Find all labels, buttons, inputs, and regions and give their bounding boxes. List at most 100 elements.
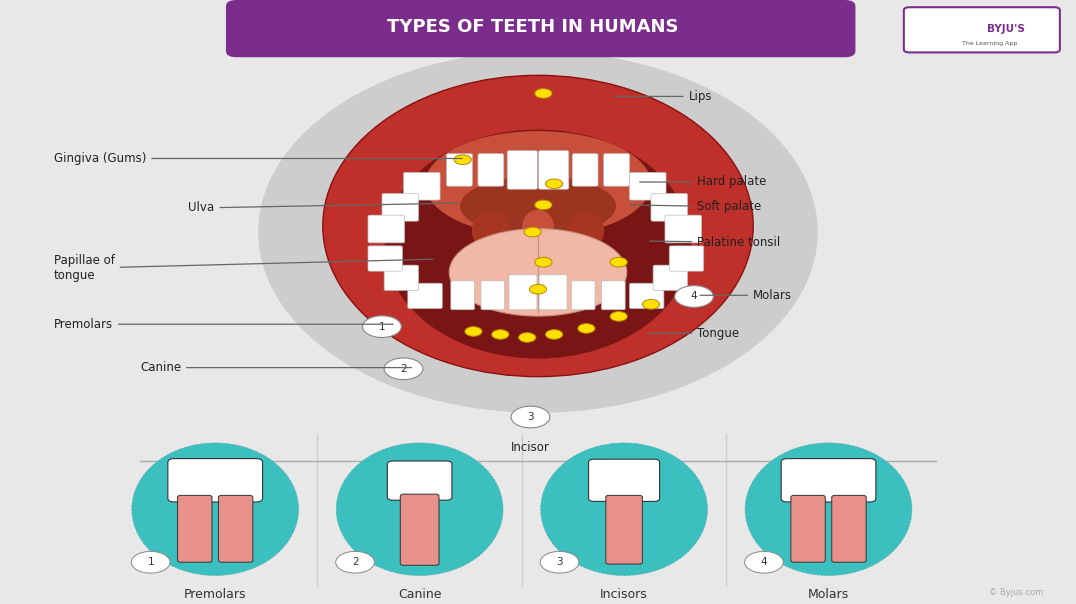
- Ellipse shape: [336, 443, 502, 576]
- Ellipse shape: [131, 443, 299, 576]
- Circle shape: [610, 257, 627, 267]
- Ellipse shape: [461, 176, 615, 236]
- FancyBboxPatch shape: [604, 153, 629, 186]
- FancyBboxPatch shape: [507, 150, 537, 189]
- FancyBboxPatch shape: [447, 153, 472, 186]
- Ellipse shape: [323, 76, 753, 377]
- Text: Molars: Molars: [700, 289, 792, 302]
- Circle shape: [535, 200, 552, 210]
- Text: Premolars: Premolars: [54, 318, 393, 331]
- Text: Premolars: Premolars: [184, 588, 246, 600]
- Text: 2: 2: [400, 364, 407, 374]
- Text: 1: 1: [379, 321, 385, 332]
- Circle shape: [642, 300, 660, 309]
- Text: Incisors: Incisors: [600, 588, 648, 600]
- Circle shape: [546, 179, 563, 188]
- Circle shape: [745, 551, 783, 573]
- Text: © Byjus.com: © Byjus.com: [989, 588, 1044, 597]
- Circle shape: [519, 333, 536, 342]
- Circle shape: [384, 358, 423, 380]
- Text: Hard palate: Hard palate: [640, 176, 766, 188]
- Ellipse shape: [258, 51, 818, 413]
- Text: 4: 4: [761, 557, 767, 567]
- Circle shape: [492, 330, 509, 339]
- Circle shape: [535, 89, 552, 98]
- FancyBboxPatch shape: [387, 461, 452, 500]
- FancyBboxPatch shape: [509, 275, 537, 310]
- FancyBboxPatch shape: [629, 283, 664, 309]
- Circle shape: [540, 551, 579, 573]
- Text: 1: 1: [147, 557, 154, 567]
- FancyBboxPatch shape: [478, 153, 504, 186]
- Text: Papillae of
tongue: Papillae of tongue: [54, 254, 433, 282]
- Text: Incisor: Incisor: [511, 441, 550, 454]
- Circle shape: [363, 316, 401, 338]
- FancyBboxPatch shape: [368, 246, 402, 271]
- Ellipse shape: [425, 131, 651, 237]
- Ellipse shape: [385, 130, 691, 359]
- Ellipse shape: [745, 443, 911, 576]
- FancyBboxPatch shape: [589, 459, 660, 501]
- Circle shape: [675, 286, 713, 307]
- FancyBboxPatch shape: [832, 495, 866, 562]
- FancyBboxPatch shape: [368, 215, 405, 243]
- FancyBboxPatch shape: [629, 172, 666, 200]
- Circle shape: [578, 324, 595, 333]
- FancyBboxPatch shape: [791, 495, 825, 562]
- Circle shape: [454, 155, 471, 164]
- Text: Lips: Lips: [614, 90, 712, 103]
- Circle shape: [131, 551, 170, 573]
- FancyBboxPatch shape: [382, 193, 419, 221]
- Text: 4: 4: [691, 292, 697, 301]
- FancyBboxPatch shape: [400, 494, 439, 565]
- Circle shape: [610, 312, 627, 321]
- FancyBboxPatch shape: [653, 265, 688, 291]
- Text: Soft palate: Soft palate: [631, 200, 762, 213]
- Text: Gingiva (Gums): Gingiva (Gums): [54, 152, 462, 165]
- Ellipse shape: [566, 211, 605, 251]
- FancyBboxPatch shape: [781, 458, 876, 502]
- Ellipse shape: [450, 229, 626, 316]
- FancyBboxPatch shape: [539, 150, 569, 189]
- FancyBboxPatch shape: [178, 495, 212, 562]
- FancyBboxPatch shape: [539, 275, 567, 310]
- Ellipse shape: [471, 211, 510, 251]
- FancyBboxPatch shape: [226, 0, 855, 57]
- FancyBboxPatch shape: [601, 281, 625, 310]
- Circle shape: [336, 551, 374, 573]
- Text: Ulva: Ulva: [188, 201, 457, 214]
- Ellipse shape: [522, 210, 554, 243]
- FancyBboxPatch shape: [669, 246, 704, 271]
- FancyBboxPatch shape: [218, 495, 253, 562]
- Circle shape: [529, 284, 547, 294]
- FancyBboxPatch shape: [651, 193, 688, 221]
- FancyBboxPatch shape: [571, 281, 595, 310]
- FancyBboxPatch shape: [665, 215, 702, 243]
- Text: The Learning App: The Learning App: [962, 41, 1018, 46]
- FancyBboxPatch shape: [572, 153, 598, 186]
- Text: Canine: Canine: [398, 588, 441, 600]
- Text: 3: 3: [556, 557, 563, 567]
- Circle shape: [511, 406, 550, 428]
- FancyBboxPatch shape: [408, 283, 442, 309]
- Circle shape: [524, 227, 541, 237]
- Text: Canine: Canine: [140, 361, 411, 374]
- FancyBboxPatch shape: [904, 7, 1060, 53]
- Ellipse shape: [540, 443, 707, 576]
- Circle shape: [546, 330, 563, 339]
- Text: 3: 3: [527, 412, 534, 422]
- FancyBboxPatch shape: [168, 458, 263, 502]
- Circle shape: [535, 257, 552, 267]
- Text: TYPES OF TEETH IN HUMANS: TYPES OF TEETH IN HUMANS: [387, 18, 678, 36]
- Text: BYJU'S: BYJU'S: [987, 24, 1025, 34]
- Text: Tongue: Tongue: [649, 327, 739, 340]
- FancyBboxPatch shape: [384, 265, 419, 291]
- FancyBboxPatch shape: [481, 281, 505, 310]
- FancyBboxPatch shape: [404, 172, 440, 200]
- Text: Palatine tonsil: Palatine tonsil: [650, 236, 780, 249]
- Text: Molars: Molars: [808, 588, 849, 600]
- Circle shape: [465, 327, 482, 336]
- Text: 2: 2: [352, 557, 358, 567]
- FancyBboxPatch shape: [606, 495, 642, 564]
- FancyBboxPatch shape: [451, 281, 475, 310]
